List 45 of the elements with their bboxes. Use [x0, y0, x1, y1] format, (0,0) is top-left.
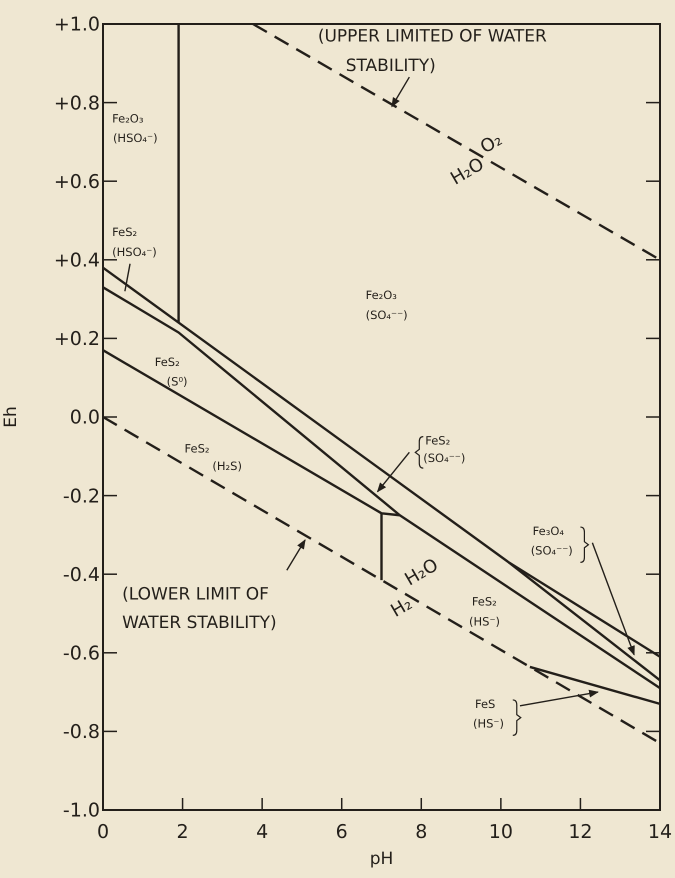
annotation: (H₂S) — [212, 459, 242, 474]
annotation: (SO₄⁻⁻) — [366, 308, 408, 322]
annotation: FeS₂ — [472, 594, 497, 609]
annotation: WATER STABILITY) — [122, 613, 277, 634]
x-tick-label: 12 — [568, 821, 593, 843]
y-tick-label: +0.4 — [54, 249, 100, 272]
x-tick-label: 0 — [96, 821, 110, 843]
y-tick-label: 0.0 — [70, 406, 100, 429]
x-tick-label: 14 — [648, 821, 672, 843]
annotation: Fe₃O₄ — [532, 524, 564, 538]
annotation: (S⁰) — [166, 374, 188, 389]
x-tick-label: 8 — [415, 821, 428, 843]
y-tick-label: -0.8 — [62, 721, 100, 744]
x-tick-label: 4 — [256, 821, 268, 843]
annotation: H₂ — [387, 593, 416, 622]
annotation: (SO₄⁻⁻) — [423, 451, 466, 466]
y-tick-label: +1.0 — [54, 14, 100, 36]
annotation: (HS⁻) — [469, 614, 500, 628]
annotation: H₂O — [401, 554, 442, 590]
y-tick-label: -0.4 — [62, 564, 100, 586]
annotation: FeS₂ — [184, 441, 210, 456]
annotation: (HS⁻) — [473, 716, 504, 730]
x-tick-label: 2 — [176, 821, 189, 843]
annotation: FeS — [474, 696, 496, 711]
annotation: (LOWER LIMIT OF — [122, 584, 269, 605]
annotation: (UPPER LIMITED OF WATER — [318, 26, 548, 47]
annotation: (SO₄⁻⁻) — [530, 544, 573, 558]
annotation: (HSO₄⁻) — [112, 130, 158, 145]
annotation: (HSO₄⁻) — [112, 244, 157, 259]
annotation: FeS₂ — [154, 354, 180, 369]
y-tick-label: +0.6 — [54, 170, 100, 193]
y-tick-label: +0.2 — [54, 328, 100, 350]
y-tick-label: +0.8 — [54, 92, 100, 114]
y-tick-label: -0.6 — [62, 642, 100, 664]
annotation: Fe₂O₃ — [366, 288, 398, 302]
annotation: FeS₂ — [112, 225, 138, 240]
annotation: STABILITY) — [346, 56, 436, 76]
y-tick-label: -1.0 — [62, 800, 100, 822]
x-tick-label: 10 — [488, 821, 513, 843]
annotation: Fe₂O₃ — [112, 111, 144, 126]
annotation: FeS₂ — [425, 434, 450, 448]
y-axis-title: Eh — [1, 406, 21, 428]
x-axis-title: pH — [370, 849, 394, 869]
x-tick-label: 6 — [336, 821, 348, 843]
y-tick-label: -0.2 — [62, 485, 100, 508]
